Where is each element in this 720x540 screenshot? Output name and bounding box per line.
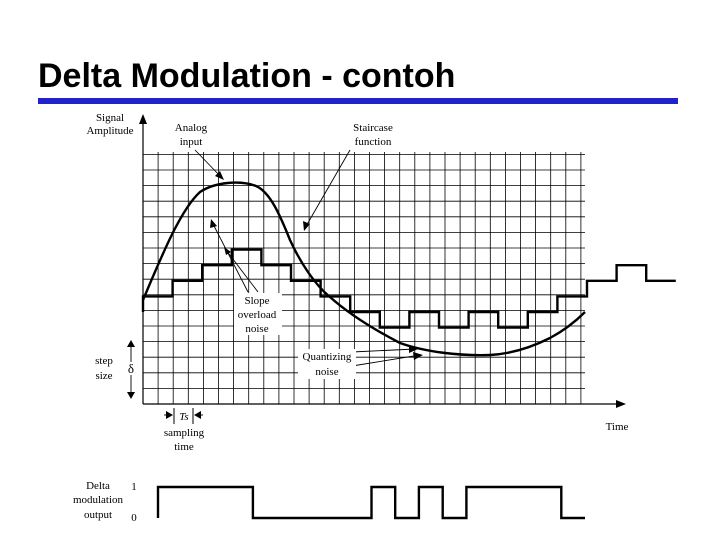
y-axis-label-amplitude: Amplitude bbox=[86, 125, 133, 137]
output-label-2: modulation bbox=[73, 494, 124, 506]
ts-arrow-left-head bbox=[166, 411, 173, 419]
ts-arrow-right-head bbox=[194, 411, 201, 419]
slope-pointer-b bbox=[225, 249, 259, 293]
analog-label-2: input bbox=[180, 136, 203, 148]
staircase-pointer bbox=[304, 149, 351, 229]
quant-pointer-a-head bbox=[409, 345, 418, 353]
x-axis-label: Time bbox=[606, 421, 629, 433]
slope-label: Slope bbox=[244, 295, 269, 307]
step-label: step bbox=[95, 355, 113, 367]
delta-modulation-output-waveform bbox=[156, 485, 585, 520]
slope-label-2: overload bbox=[238, 309, 277, 321]
slope-pointer-a bbox=[211, 221, 249, 293]
step-arrow-up-head bbox=[127, 340, 135, 347]
staircase-label: Staircase bbox=[353, 122, 393, 134]
slide-title: Delta Modulation - contoh bbox=[38, 57, 456, 95]
quant-label: Quantizing bbox=[303, 351, 352, 363]
output-level-high: 1 bbox=[131, 481, 137, 493]
slope-pointer-a-head bbox=[210, 219, 217, 228]
staircase-label-2: function bbox=[355, 136, 392, 148]
staircase-pointer-head bbox=[303, 221, 310, 231]
analog-label: Analog bbox=[175, 122, 208, 134]
grid bbox=[142, 152, 585, 405]
step-label-2: size bbox=[95, 370, 112, 382]
analog-pointer-head bbox=[215, 171, 224, 180]
slope-label-bg bbox=[234, 293, 282, 335]
delta-symbol: δ bbox=[128, 361, 134, 376]
step-arrow-down-head bbox=[127, 392, 135, 399]
slope-pointer-b-head bbox=[224, 247, 231, 255]
slope-label-3: noise bbox=[245, 323, 268, 335]
y-axis-label-signal: Signal bbox=[96, 112, 124, 124]
analog-pointer bbox=[194, 149, 223, 179]
analog-input-curve bbox=[141, 181, 586, 357]
sampling-label: sampling bbox=[164, 427, 205, 439]
quant-label-2: noise bbox=[315, 366, 338, 378]
output-label: Delta bbox=[86, 480, 110, 492]
quant-pointer-b-head bbox=[413, 352, 423, 360]
x-axis-arrow bbox=[616, 400, 626, 408]
quant-pointer-a bbox=[351, 348, 416, 353]
ts-symbol: Ts bbox=[179, 411, 188, 423]
staircase-function bbox=[141, 248, 676, 329]
quant-pointer-b bbox=[351, 354, 421, 367]
sampling-label-2: time bbox=[174, 441, 194, 453]
y-axis-arrow bbox=[139, 114, 147, 124]
output-label-3: output bbox=[84, 509, 112, 521]
output-level-low: 0 bbox=[131, 512, 137, 524]
title-underline bbox=[38, 98, 678, 104]
quant-label-bg bbox=[298, 349, 356, 379]
